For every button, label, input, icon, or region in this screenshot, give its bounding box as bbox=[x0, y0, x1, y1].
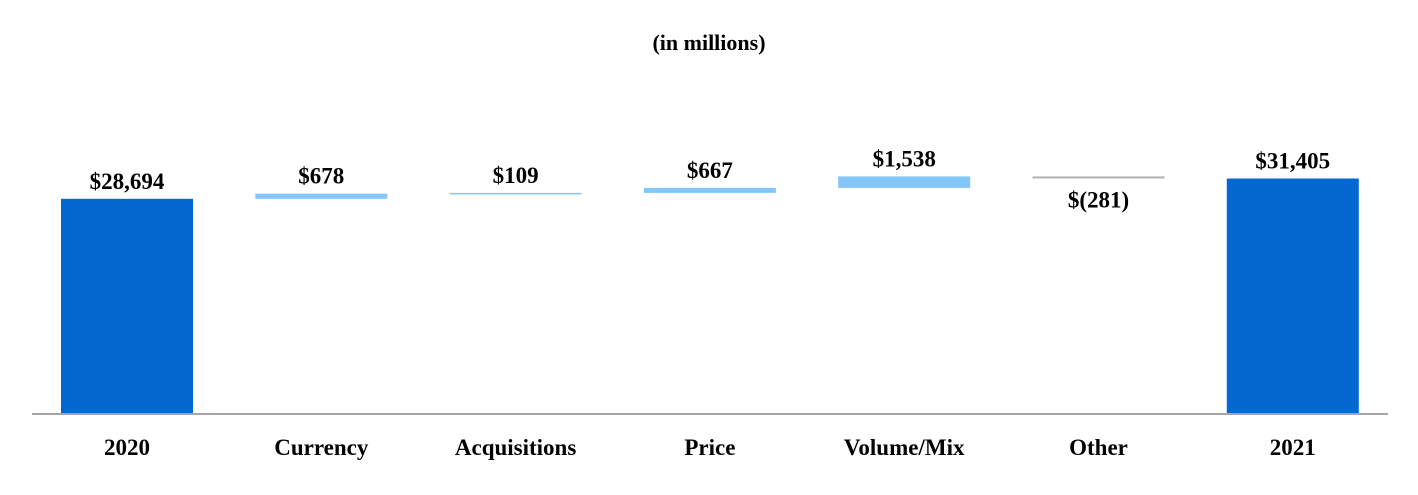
bar-2021 bbox=[1226, 178, 1359, 414]
category-label-other: Other bbox=[1069, 435, 1128, 460]
bar-other bbox=[1032, 176, 1165, 179]
bar-volume-mix bbox=[838, 176, 971, 188]
category-label-currency: Currency bbox=[274, 435, 369, 460]
category-label-volume-mix: Volume/Mix bbox=[844, 435, 965, 460]
bars-layer bbox=[61, 176, 1359, 414]
data-labels-layer: $28,694 $678 $109 $667 $1,538 $(281) $31,405 bbox=[90, 146, 1331, 212]
bar-currency bbox=[255, 193, 388, 199]
data-label-other: $(281) bbox=[1068, 188, 1129, 213]
bar-2020 bbox=[61, 198, 193, 414]
category-label-2021: 2021 bbox=[1270, 435, 1316, 460]
data-label-acquisitions: $109 bbox=[493, 163, 539, 188]
category-label-price: Price bbox=[684, 435, 735, 460]
data-label-currency: $678 bbox=[298, 164, 344, 189]
bar-acquisitions bbox=[449, 192, 582, 195]
category-labels-layer: 2020 Currency Acquisitions Price Volume/Mix O… bbox=[104, 435, 1316, 460]
data-label-2021: $31,405 bbox=[1255, 149, 1330, 174]
bar-price bbox=[643, 187, 776, 193]
category-label-acquisitions: Acquisitions bbox=[455, 435, 576, 460]
data-label-price: $667 bbox=[687, 158, 733, 183]
chart-title: (in millions) bbox=[652, 30, 765, 55]
data-label-volume-mix: $1,538 bbox=[873, 146, 936, 171]
category-label-2020: 2020 bbox=[104, 435, 150, 460]
data-label-2020: $28,694 bbox=[90, 169, 165, 194]
